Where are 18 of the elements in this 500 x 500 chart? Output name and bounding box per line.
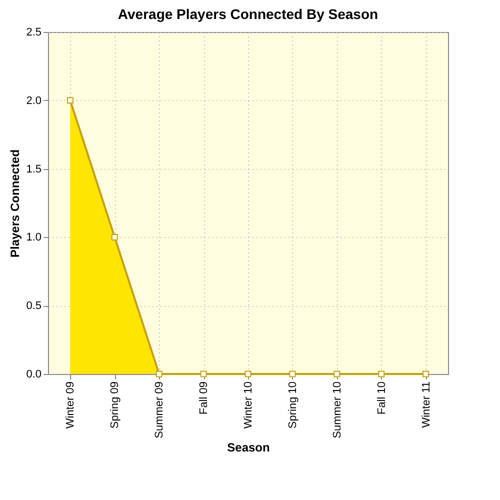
x-tick-label: Winter 09	[64, 382, 77, 429]
y-tick-label: 1.5	[26, 163, 42, 176]
y-tick-label: 1.0	[26, 232, 42, 244]
x-tick-label: Summer 10	[331, 382, 344, 438]
x-tick-label: Summer 09	[154, 382, 166, 438]
x-tick-label: Spring 10	[286, 382, 299, 429]
x-tick-label: Winter 11	[420, 382, 432, 428]
y-axis-title: Players Connected	[8, 149, 22, 258]
x-tick-label: Spring 09	[109, 382, 122, 429]
chart-title: Average Players Connected By Season	[118, 6, 378, 22]
y-tick-label: 0.0	[26, 368, 42, 380]
y-tick-label: 2.0	[26, 94, 42, 107]
x-tick-label: Fall 09	[198, 382, 210, 415]
x-axis-title: Season	[227, 440, 270, 454]
y-tick-label: 2.5	[26, 26, 42, 38]
x-tick-label: Winter 10	[242, 382, 254, 429]
y-tick-label: 0.5	[26, 300, 42, 312]
x-tick-label: Fall 10	[376, 382, 388, 415]
